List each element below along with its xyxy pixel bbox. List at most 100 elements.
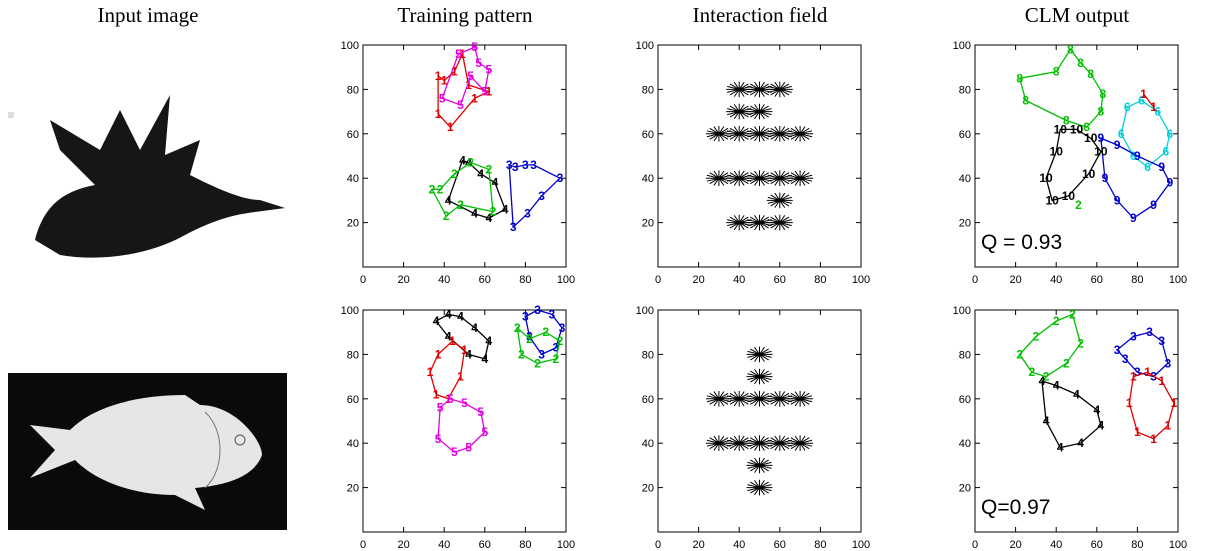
point-label: 8 <box>1083 120 1090 134</box>
x-tick-label: 20 <box>397 539 409 551</box>
quality-annotation: Q = 0.93 <box>981 231 1062 254</box>
point-label: 6 <box>1118 127 1125 141</box>
x-tick-label: 40 <box>1050 274 1062 286</box>
point-label: 2 <box>457 198 464 212</box>
field-node <box>766 214 793 231</box>
point-label: 1 <box>427 365 434 379</box>
y-tick-label: 20 <box>959 483 971 495</box>
point-label: 5 <box>439 91 446 105</box>
point-label: 2 <box>1033 330 1040 344</box>
y-tick-label: 20 <box>959 218 971 230</box>
point-label: 10 <box>1094 145 1108 159</box>
y-tick-label: 20 <box>642 483 654 495</box>
point-label: 6 <box>1144 160 1151 174</box>
field-node <box>766 81 793 98</box>
point-label: 4 <box>1093 403 1100 417</box>
point-label: 3 <box>1122 352 1129 366</box>
point-label: 5 <box>455 47 462 61</box>
plot-frame <box>974 309 1179 533</box>
x-tick-label: 20 <box>692 539 704 551</box>
point-label: 4 <box>502 202 509 216</box>
point-label: 5 <box>435 432 442 446</box>
field-node <box>705 391 732 407</box>
fish-image <box>8 373 287 530</box>
point-label: 1 <box>449 334 456 348</box>
point-label: 5 <box>481 85 488 99</box>
point-label: 5 <box>437 401 444 415</box>
point-label: 1 <box>435 347 442 361</box>
field-node <box>705 126 732 142</box>
point-label: 4 <box>1053 378 1060 392</box>
field-node <box>766 192 793 209</box>
x-tick-label: 100 <box>1169 539 1187 551</box>
x-tick-label: 80 <box>814 539 826 551</box>
point-label: 1 <box>1150 100 1157 114</box>
point-label: 3 <box>1165 356 1172 370</box>
column-title: Training pattern <box>397 3 533 27</box>
contour <box>441 46 490 106</box>
point-label: 10 <box>1039 171 1053 185</box>
point-label: 5 <box>467 69 474 83</box>
point-label: 4 <box>492 176 499 190</box>
point-label: 10 <box>1045 193 1059 207</box>
point-label: 2 <box>518 347 525 361</box>
x-tick-label: 20 <box>1009 274 1021 286</box>
field-node <box>746 368 773 385</box>
contour <box>1128 371 1175 440</box>
point-label: 9 <box>1150 198 1157 212</box>
field-node <box>746 435 773 451</box>
x-tick-label: 0 <box>655 274 661 286</box>
point-label: 5 <box>477 405 484 419</box>
contour <box>1018 48 1104 128</box>
y-tick-label: 100 <box>636 305 654 317</box>
y-tick-label: 20 <box>347 218 359 230</box>
point-label: 5 <box>465 441 472 455</box>
x-tick-label: 0 <box>655 539 661 551</box>
point-label: 6 <box>1154 105 1161 119</box>
point-label: 2 <box>526 332 533 346</box>
point-label: 2 <box>429 182 436 196</box>
field-node <box>746 170 773 186</box>
point-label: 3 <box>1158 334 1165 348</box>
point-label: 8 <box>1016 71 1023 85</box>
field-node <box>726 214 753 231</box>
quality-annotation: Q=0.97 <box>981 496 1050 519</box>
y-tick-label: 100 <box>953 40 971 52</box>
x-tick-label: 60 <box>1091 539 1103 551</box>
point-label: 2 <box>534 356 541 370</box>
point-label: 4 <box>1077 436 1084 450</box>
point-label: 1 <box>441 74 448 88</box>
point-label: 4 <box>433 314 440 328</box>
point-label: 3 <box>1130 330 1137 344</box>
contour <box>1120 99 1171 168</box>
x-tick-label: 100 <box>1169 274 1187 286</box>
x-tick-label: 60 <box>479 274 491 286</box>
point-label: 2 <box>486 162 493 176</box>
point-label: 1 <box>451 65 458 79</box>
point-label: 2 <box>1028 365 1035 379</box>
field-node <box>787 170 814 186</box>
contour <box>1142 93 1155 108</box>
point-label: 10 <box>1070 122 1084 136</box>
x-tick-label: 0 <box>972 274 978 286</box>
x-tick-label: 100 <box>852 274 870 286</box>
x-tick-label: 60 <box>1091 274 1103 286</box>
field-node <box>746 126 773 142</box>
y-tick-label: 60 <box>347 394 359 406</box>
y-tick-label: 60 <box>347 129 359 141</box>
point-label: 1 <box>471 91 478 105</box>
point-label: 1 <box>457 370 464 384</box>
point-label: 10 <box>1062 189 1076 203</box>
point-label: 10 <box>1084 131 1098 145</box>
point-label: 1 <box>435 69 442 83</box>
contour <box>1116 331 1169 378</box>
point-label: 8 <box>1100 87 1107 101</box>
x-tick-label: 40 <box>438 539 450 551</box>
y-tick-label: 80 <box>347 84 359 96</box>
x-tick-label: 80 <box>814 274 826 286</box>
y-tick-label: 80 <box>642 349 654 361</box>
x-tick-label: 60 <box>774 539 786 551</box>
